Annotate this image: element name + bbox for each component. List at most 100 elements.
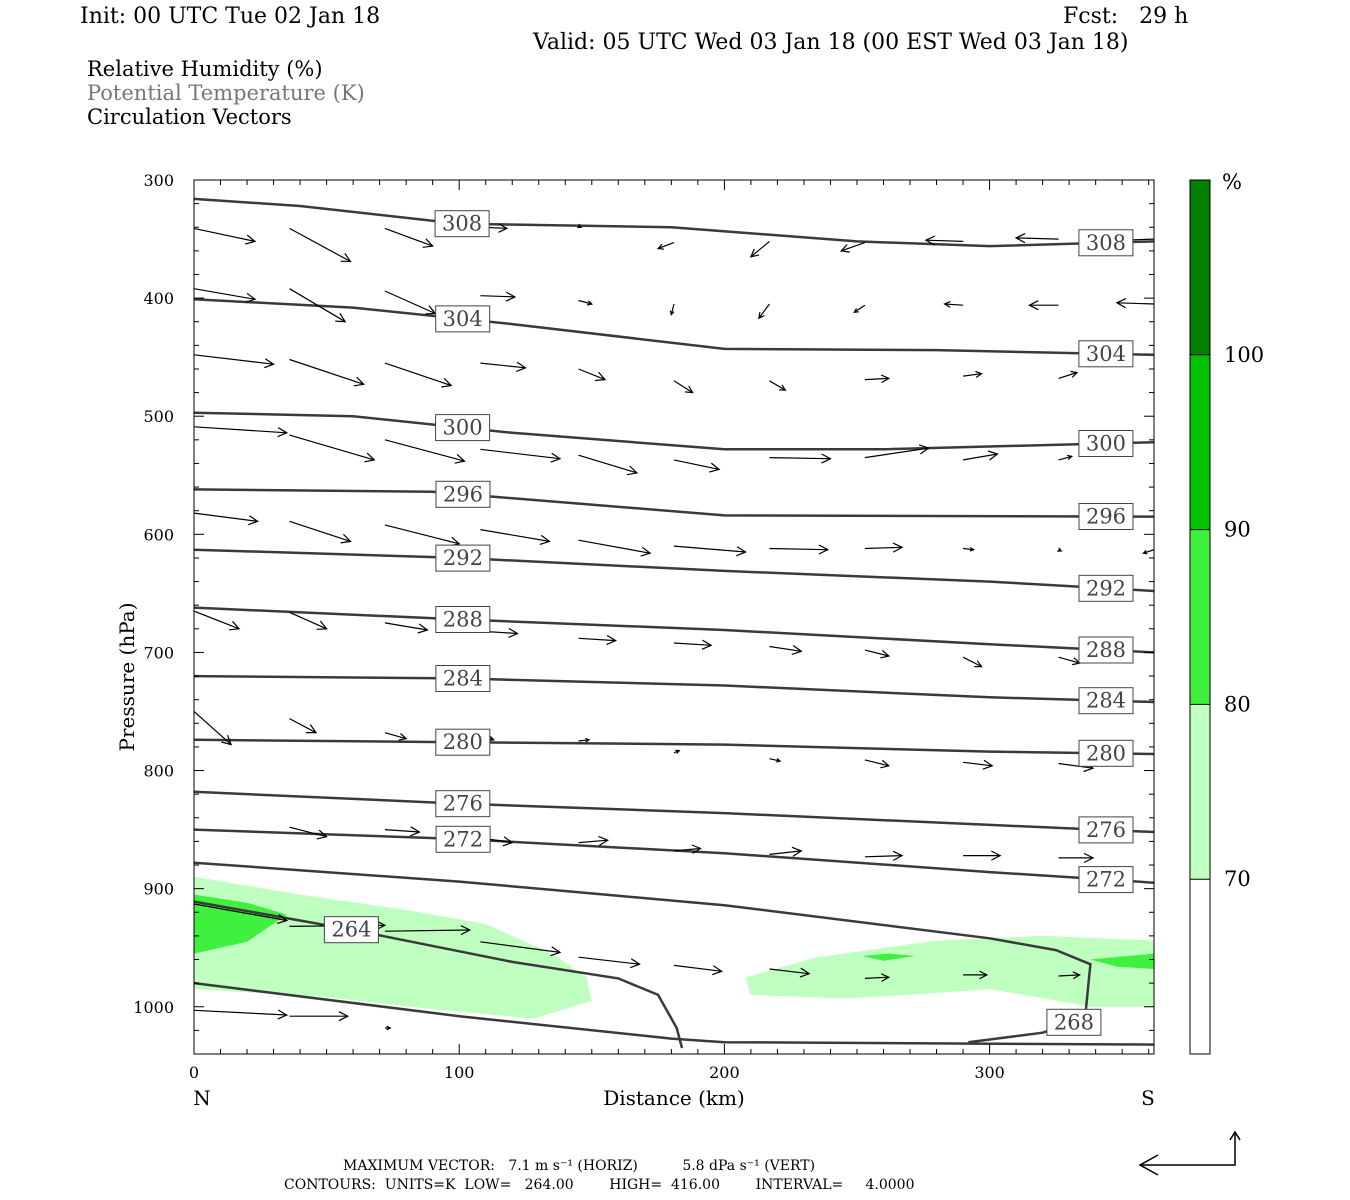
circulation-vector xyxy=(673,459,721,473)
circulation-vector xyxy=(864,542,904,553)
theta-contour-280 xyxy=(194,738,1154,756)
circulation-vector xyxy=(194,610,241,631)
svg-text:280: 280 xyxy=(1086,741,1126,765)
circulation-vector xyxy=(769,380,787,391)
theta-contour-296 xyxy=(194,488,1154,518)
circulation-vector xyxy=(384,826,421,837)
circulation-vector xyxy=(194,903,289,924)
colorbar-segment xyxy=(1190,704,1210,880)
theta-label-292-0: 292 xyxy=(435,544,491,572)
valid-time: Valid: 05 UTC Wed 03 Jan 18 (00 EST Wed … xyxy=(533,30,1129,55)
svg-text:292: 292 xyxy=(443,546,483,570)
svg-text:288: 288 xyxy=(443,608,483,632)
circulation-vector xyxy=(853,304,866,314)
field-vectors-label: Circulation Vectors xyxy=(87,105,292,129)
svg-text:284: 284 xyxy=(443,667,483,691)
circulation-vector xyxy=(1028,300,1059,311)
north-label: N xyxy=(193,1086,211,1110)
theta-label-308-1: 308 xyxy=(1078,229,1134,257)
circulation-vector xyxy=(864,850,904,861)
svg-text:304: 304 xyxy=(1086,342,1126,366)
circulation-vector xyxy=(1058,971,1082,980)
theta-contour-288 xyxy=(194,606,1154,654)
circulation-vector xyxy=(194,288,257,303)
y-tick-label: 300 xyxy=(143,171,174,190)
circulation-vector xyxy=(1058,454,1074,461)
circulation-vector xyxy=(1058,656,1081,666)
circulation-vector xyxy=(1058,852,1095,864)
svg-text:308: 308 xyxy=(1086,231,1126,255)
circulation-vector xyxy=(578,737,591,743)
svg-text:300: 300 xyxy=(1086,432,1126,456)
circulation-vector xyxy=(769,544,830,555)
theta-label-296-0: 296 xyxy=(435,480,491,508)
colorbar-segment xyxy=(1190,354,1210,530)
svg-text:296: 296 xyxy=(1086,505,1126,529)
svg-text:304: 304 xyxy=(443,307,483,331)
theta-label-284-1: 284 xyxy=(1078,687,1134,715)
circulation-vector xyxy=(962,656,983,668)
theta-label-272-1: 272 xyxy=(1078,866,1134,894)
x-tick-label: 300 xyxy=(974,1063,1005,1082)
colorbar-segment xyxy=(1190,529,1210,705)
svg-text:300: 300 xyxy=(443,416,483,440)
theta-contour-284 xyxy=(194,674,1154,704)
circulation-vector xyxy=(769,645,803,655)
circulation-vector xyxy=(289,826,328,840)
circulation-vector xyxy=(194,1009,289,1020)
theta-label-272-0: 272 xyxy=(435,825,491,853)
theta-label-288-0: 288 xyxy=(435,606,491,633)
circulation-vector xyxy=(1058,370,1079,379)
svg-text:308: 308 xyxy=(442,212,482,236)
circulation-vector xyxy=(578,299,594,306)
circulation-vector xyxy=(963,370,983,378)
circulation-vector xyxy=(480,361,527,372)
field-rh-label: Relative Humidity (%) xyxy=(87,57,323,81)
x-tick-label: 200 xyxy=(709,1063,740,1082)
circulation-vector xyxy=(289,434,376,463)
svg-text:288: 288 xyxy=(1086,638,1126,662)
circulation-vector xyxy=(673,964,724,976)
y-tick-label: 700 xyxy=(143,643,174,662)
theta-label-280-0: 280 xyxy=(435,728,491,756)
circulation-vector xyxy=(480,529,551,545)
svg-text:280: 280 xyxy=(443,730,483,754)
circulation-vector xyxy=(1142,549,1154,555)
circulation-vector xyxy=(669,303,675,316)
circulation-vector xyxy=(289,718,318,734)
circulation-vector xyxy=(673,844,702,854)
theta-contour-260 xyxy=(194,981,1154,1046)
colorbar-frame xyxy=(1189,179,1211,1055)
rh-region-80-4 xyxy=(862,953,916,961)
theta-contour-272 xyxy=(194,828,1154,884)
theta-contour-308 xyxy=(194,197,1154,248)
circulation-vector xyxy=(758,303,770,320)
circulation-vector xyxy=(963,850,1002,861)
init-time: Init: 00 UTC Tue 02 Jan 18 xyxy=(80,4,381,29)
circulation-vector xyxy=(578,539,652,557)
circulation-vector xyxy=(384,622,429,634)
rh-region-80-3 xyxy=(1090,953,1154,969)
reference-vector-icon xyxy=(1138,1130,1241,1176)
theta-contour-276 xyxy=(194,790,1154,834)
circulation-vector xyxy=(769,846,803,857)
circulation-vector xyxy=(384,439,466,464)
circulation-vector xyxy=(864,444,930,459)
circulation-vector xyxy=(962,450,999,461)
svg-text:292: 292 xyxy=(1086,576,1126,600)
y-tick-label: 500 xyxy=(143,407,174,426)
circulation-vector xyxy=(673,545,747,557)
circulation-vector xyxy=(656,242,675,250)
theta-label-288-1: 288 xyxy=(1078,636,1134,664)
svg-text:268: 268 xyxy=(1054,1010,1094,1034)
circulation-vector xyxy=(769,453,832,464)
circulation-vector xyxy=(943,300,964,308)
y-axis-title: Pressure (hPa) xyxy=(115,603,139,752)
max-vector-info: MAXIMUM VECTOR: 7.1 m s⁻¹ (HORIZ) 5.8 dP… xyxy=(343,1158,816,1174)
theta-label-308-0: 308 xyxy=(434,210,490,238)
theta-label-296-1: 296 xyxy=(1078,503,1134,530)
circulation-vector xyxy=(673,749,681,754)
y-tick-label: 600 xyxy=(143,525,174,544)
svg-text:276: 276 xyxy=(1086,818,1126,842)
svg-text:296: 296 xyxy=(443,482,483,506)
